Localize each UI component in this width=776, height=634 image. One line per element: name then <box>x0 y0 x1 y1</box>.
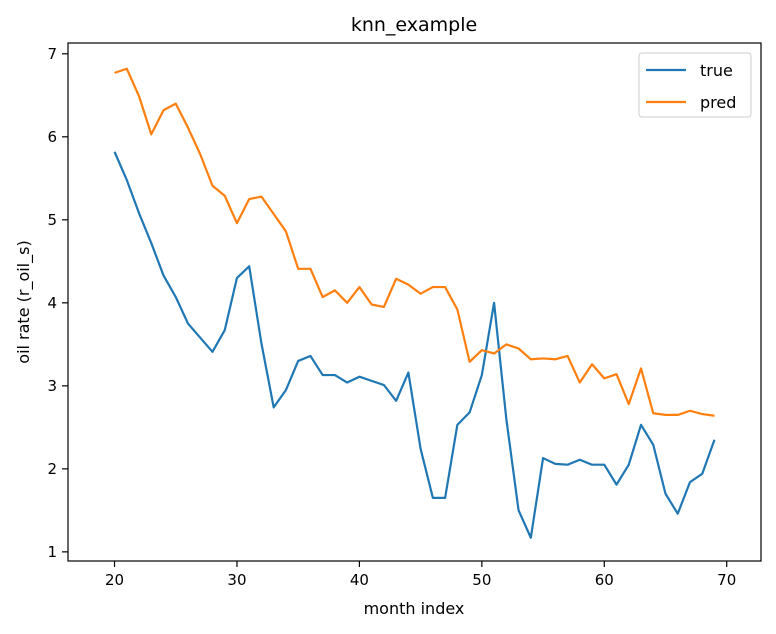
y-tick-label: 4 <box>47 294 57 312</box>
x-tick-label: 20 <box>105 571 124 589</box>
y-tick-label: 3 <box>47 377 57 395</box>
x-tick-label: 70 <box>717 571 736 589</box>
x-axis-ticks: 20 30 40 50 60 70 <box>105 561 736 589</box>
y-axis-ticks: 1 2 3 4 5 6 7 <box>47 45 68 561</box>
series-layer <box>113 67 716 539</box>
legend: true pred <box>638 52 752 118</box>
y-tick-label: 1 <box>47 543 57 561</box>
y-tick-label: 2 <box>47 460 57 478</box>
legend-label-pred: pred <box>700 93 736 112</box>
x-tick-label: 50 <box>472 571 491 589</box>
x-tick-label: 60 <box>595 571 614 589</box>
chart-title: knn_example <box>351 14 477 36</box>
x-axis-title: month index <box>364 599 465 618</box>
x-tick-label: 40 <box>350 571 369 589</box>
legend-label-true: true <box>700 61 733 80</box>
x-tick-label: 30 <box>227 571 246 589</box>
y-axis-title: oil rate (r_oil_s) <box>14 240 34 363</box>
series-line-true <box>113 151 716 539</box>
y-tick-label: 7 <box>47 45 57 63</box>
plot-area: 20 30 40 50 60 70 1 2 3 4 5 6 7 <box>47 42 762 589</box>
series-line-pred <box>114 67 715 417</box>
y-tick-label: 6 <box>47 128 57 146</box>
plot-frame <box>67 42 762 562</box>
y-tick-label: 5 <box>47 211 57 229</box>
